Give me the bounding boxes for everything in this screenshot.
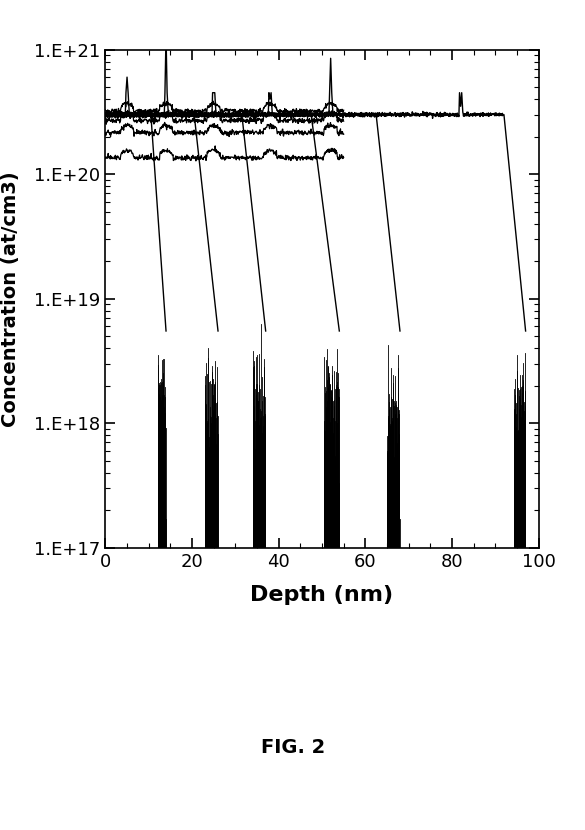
Text: FIG. 2: FIG. 2 [260,738,325,756]
Y-axis label: Concentration (at/cm3): Concentration (at/cm3) [1,171,20,427]
X-axis label: Depth (nm): Depth (nm) [250,584,393,604]
